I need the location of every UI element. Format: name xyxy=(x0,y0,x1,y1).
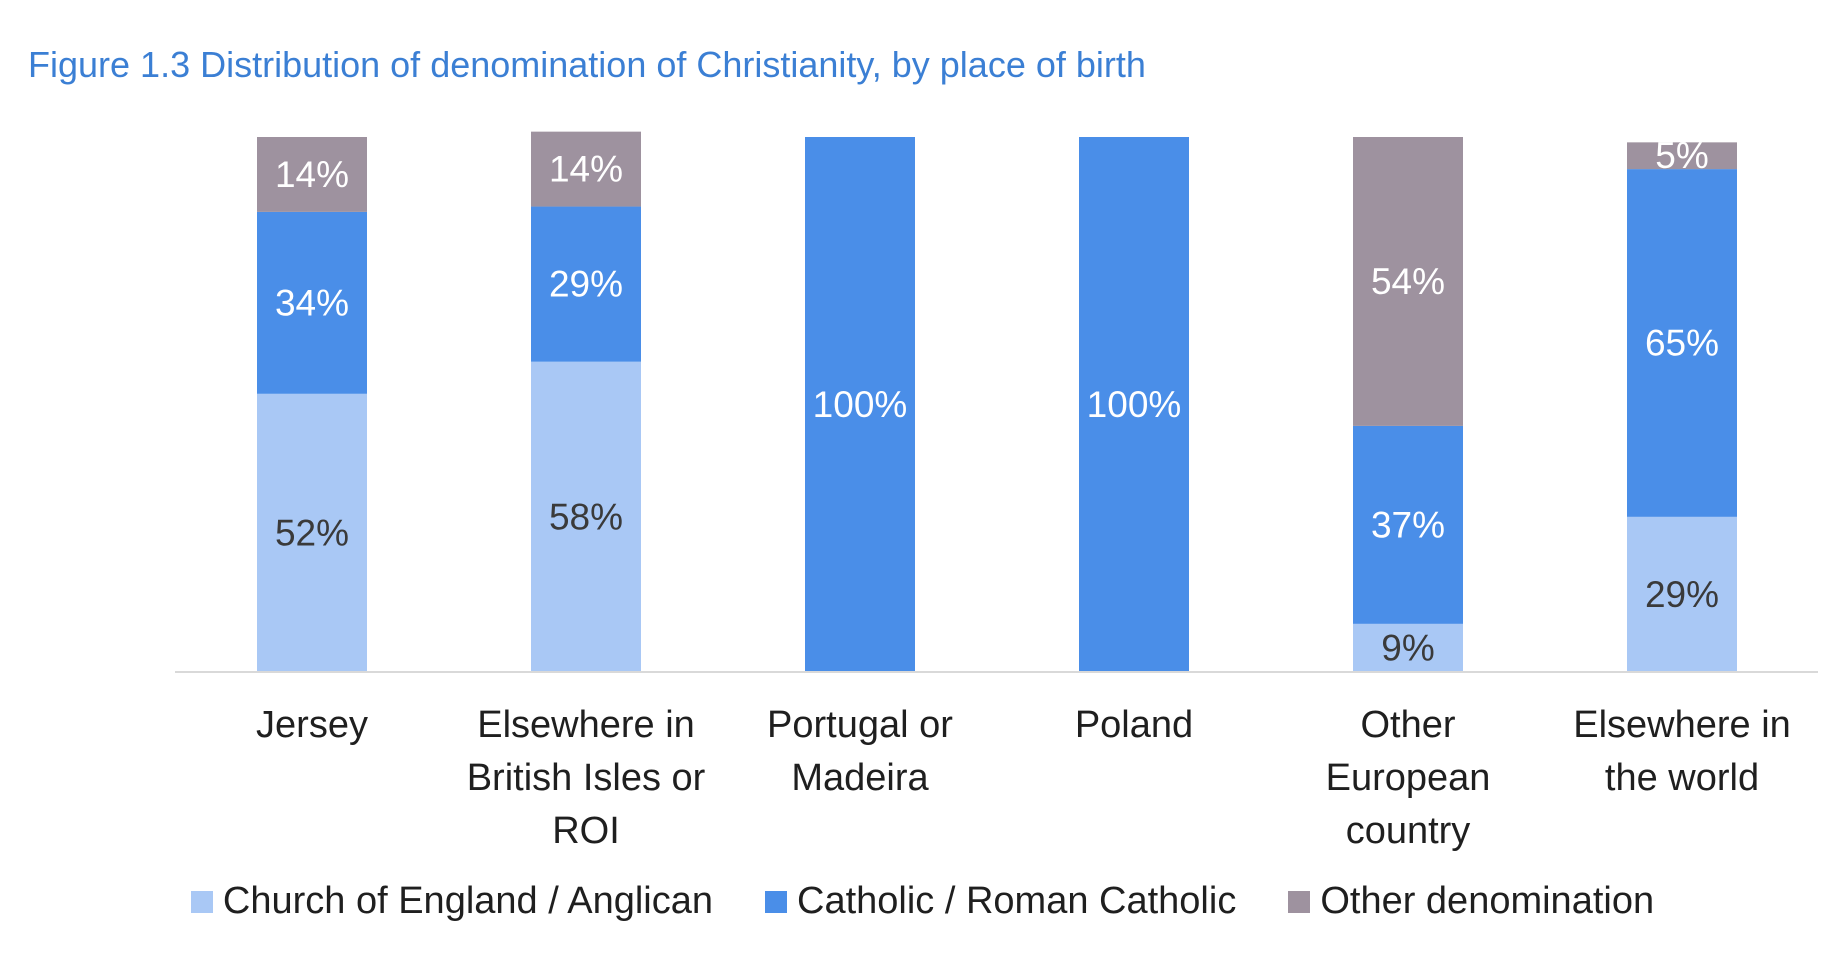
data-label-c5-s1: 65% xyxy=(1645,322,1719,363)
category-label-4-line-2: country xyxy=(1346,810,1471,852)
data-label-c3-s1: 100% xyxy=(1087,384,1182,425)
data-label-c0-s2: 14% xyxy=(275,154,349,195)
bar-segment-c1-s0 xyxy=(531,361,641,672)
category-label-3: Poland xyxy=(1075,704,1193,746)
category-label-2: Portugal or Madeira xyxy=(767,704,953,799)
bar-segment-c5-s0 xyxy=(1627,516,1737,672)
category-label-1-line-1: British Isles or xyxy=(467,757,706,799)
legend-swatch-anglican xyxy=(190,890,213,913)
legend-label-other: Other denomination xyxy=(1320,880,1655,922)
category-label-2-line-1: Madeira xyxy=(791,757,929,799)
category-label-0-line-0: Jersey xyxy=(256,704,368,746)
data-label-c0-s0: 52% xyxy=(275,512,349,553)
chart-title: Figure 1.3 Distribution of denomination … xyxy=(28,44,1146,85)
bar-segment-c0-s1 xyxy=(257,211,367,394)
category-label-4-line-1: European xyxy=(1326,757,1491,799)
legend-label-catholic: Catholic / Roman Catholic xyxy=(797,880,1237,922)
bar-segment-c4-s1 xyxy=(1353,425,1463,624)
data-label-c5-s2: 5% xyxy=(1655,135,1708,176)
bar-segment-c4-s2 xyxy=(1353,137,1463,426)
data-label-c1-s2: 14% xyxy=(549,149,623,190)
category-label-2-line-0: Portugal or xyxy=(767,704,953,746)
data-label-c4-s2: 54% xyxy=(1371,261,1445,302)
bar-segment-c5-s2 xyxy=(1627,142,1737,170)
legend-swatch-catholic xyxy=(765,890,788,913)
category-label-1: Elsewhere in British Isles or ROI xyxy=(467,704,706,852)
bar-segment-c2-s1 xyxy=(805,137,915,672)
bars-layer xyxy=(257,131,1737,672)
category-label-1-line-2: ROI xyxy=(552,810,620,852)
data-label-c4-s0: 9% xyxy=(1381,627,1434,668)
bar-segment-c1-s2 xyxy=(531,131,641,207)
category-label-4: Other European country xyxy=(1326,704,1491,852)
data-label-c1-s1: 29% xyxy=(549,264,623,305)
labels-layer: 52% 34% 14% Jersey 58% 29% 14% Elsewhere in Brit… xyxy=(256,135,1791,852)
data-label-c0-s1: 34% xyxy=(275,282,349,323)
data-label-c1-s0: 58% xyxy=(549,496,623,537)
legend-item-other: Other denomination xyxy=(1288,880,1654,923)
bar-segment-c0-s0 xyxy=(257,393,367,672)
bar-segment-c5-s1 xyxy=(1627,169,1737,517)
data-label-c4-s1: 37% xyxy=(1371,504,1445,545)
category-label-5-line-1: the world xyxy=(1605,757,1759,799)
bar-segment-c1-s1 xyxy=(531,206,641,362)
bar-segment-c4-s0 xyxy=(1353,623,1463,672)
category-label-5: Elsewhere in the world xyxy=(1573,704,1791,799)
category-label-4-line-0: Other xyxy=(1360,704,1455,746)
legend-label-anglican: Church of England / Anglican xyxy=(222,880,714,922)
legend-item-anglican: Church of England / Anglican xyxy=(190,880,714,923)
legend-swatch-other xyxy=(1288,890,1311,913)
data-label-c5-s0: 29% xyxy=(1645,574,1719,615)
bar-segment-c3-s1 xyxy=(1079,137,1189,672)
category-label-0: Jersey xyxy=(256,704,368,746)
legend: Church of England / Anglican Catholic / … xyxy=(0,880,1845,923)
category-label-3-line-0: Poland xyxy=(1075,704,1193,746)
category-label-1-line-0: Elsewhere in xyxy=(477,704,695,746)
data-label-c2-s1: 100% xyxy=(813,384,908,425)
bar-segment-c0-s2 xyxy=(257,137,367,212)
legend-item-catholic: Catholic / Roman Catholic xyxy=(765,880,1236,923)
category-label-5-line-0: Elsewhere in xyxy=(1573,704,1791,746)
